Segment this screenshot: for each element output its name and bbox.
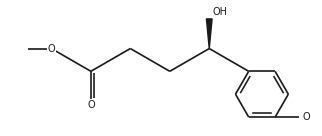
Text: O: O <box>87 100 95 110</box>
Text: O: O <box>48 44 55 54</box>
Polygon shape <box>206 19 212 49</box>
Text: O: O <box>302 112 310 122</box>
Text: OH: OH <box>213 7 227 17</box>
